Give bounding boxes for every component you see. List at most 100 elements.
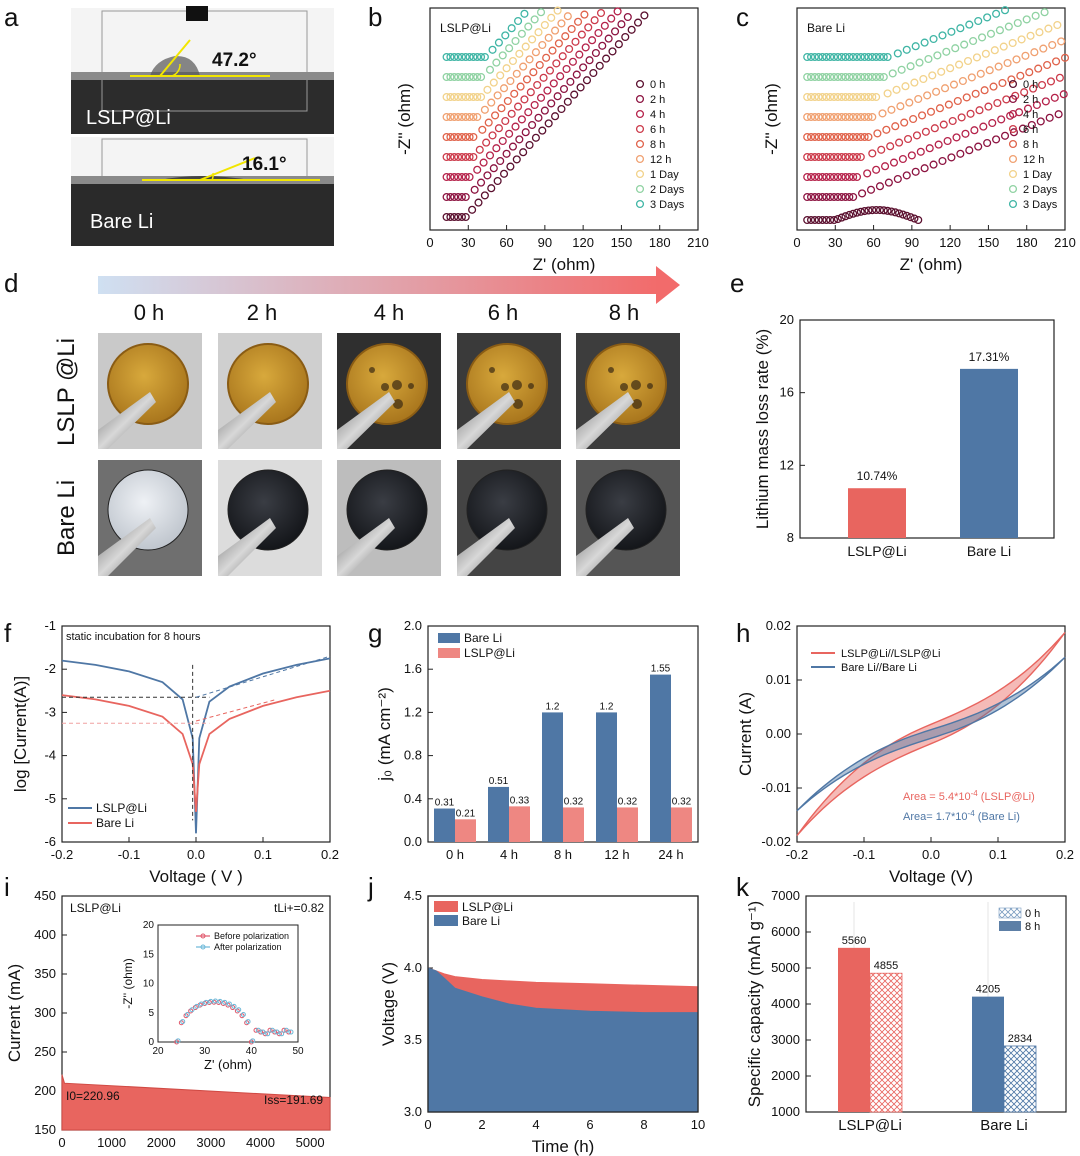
eis-point [499,84,509,93]
eis-point [538,40,547,50]
eis-point [442,52,451,62]
plot-frame [799,319,1055,539]
eis-point [473,92,482,102]
eis-point [483,85,492,94]
eis-point [977,33,987,42]
corrosion-spot [512,380,522,390]
eis-point [507,24,516,33]
eis-point [845,152,854,162]
eis-point [454,92,463,102]
eis-point [897,65,906,74]
eis-point [478,125,487,134]
y-tick-label: 250 [34,1044,56,1059]
eis-point [548,46,557,55]
eis-point [822,132,831,142]
legend-swatch [438,633,460,643]
eis-point [841,172,850,182]
bar [455,819,476,842]
eis-point [633,18,643,27]
eis-point [498,51,507,60]
eis-point [469,72,478,82]
eis-point [833,172,842,182]
eis-point [450,92,459,102]
legend-marker [635,199,645,209]
corrosion-spot [608,367,614,373]
eis-point [806,72,816,82]
eis-point [837,152,846,162]
eis-point [524,22,533,31]
panel-k-capacity: 7000 6000 5000 4000 3000 2000 1000 Specific cap… [745,888,1067,1134]
lithium-disc-bare [107,469,189,551]
x-tick-label: 180 [1016,235,1038,250]
eis-point [457,192,466,202]
eis-point [520,9,529,18]
eis-point [877,145,886,154]
inset-x-tick-label: 50 [292,1046,304,1057]
eis-point [852,172,862,182]
eis-point [454,152,463,162]
eis-point [814,112,823,122]
eis-point [810,92,819,102]
eis-point [860,132,869,142]
eis-point [829,152,839,162]
inset-y-tick-label: 5 [148,1008,154,1019]
legend-marker [635,184,645,194]
eis-point [920,164,929,173]
eis-point [465,132,474,142]
inset-y-tick-label: 15 [143,949,155,960]
x-tick-label: 30 [828,235,842,250]
eis-point [849,152,858,162]
eis-point [505,129,514,138]
x-axis-label: Z' (ohm) [900,255,963,274]
y-tick-label: 8 [787,530,794,545]
eis-point [1055,73,1064,82]
eis-point [849,192,858,202]
eis-point [492,58,501,67]
legend-marker [1008,124,1018,134]
legend-label: 1 Day [1023,169,1052,181]
eis-point [960,40,969,49]
eis-point [883,89,892,98]
eis-point [810,172,819,182]
eis-point [465,172,474,182]
eis-point [829,192,839,202]
eis-point [841,192,850,202]
legend-marker [1008,154,1018,164]
corrosion-spot [513,399,523,409]
eis-point [972,53,981,62]
eis-point [446,52,455,62]
eis-point [465,52,474,62]
x-tick-label: 4000 [246,1135,275,1150]
x-tick-label: 10 [691,1117,705,1132]
legend-swatch [438,648,460,658]
eis-point [591,48,600,58]
eis-point [469,112,478,122]
x-tick-label: 4 [532,1117,539,1132]
lithium-disc-bare [585,469,667,551]
eis-point [845,112,854,122]
eis-point [818,52,827,62]
legend-label: 6 h [1023,124,1038,136]
legend-label: 1 Day [650,169,679,181]
corrosion-spot [632,399,642,409]
eis-point [826,92,835,102]
eis-point [521,128,530,137]
eis-point [487,98,496,107]
x-tick-label: 0.2 [321,847,339,862]
eis-point [461,72,470,82]
eis-point [530,100,539,110]
eis-point [469,52,478,62]
eis-point [961,129,970,138]
eis-point [814,192,823,202]
panel-label-k: k [736,872,750,902]
eis-point [860,52,869,62]
eis-point [903,134,913,144]
bar-value-label: 10.74% [857,469,898,483]
panel-e-mass-loss: 8 12 16 20 Lithium mass loss rate (%) 10.74% L… [753,312,1055,559]
eis-point [596,8,606,18]
legend-label: 2 Days [1023,184,1058,196]
contact-angle-bottom: 16.1° [242,154,287,175]
legend-swatch [434,915,458,926]
corrosion-spot [528,383,534,389]
eis-point [969,36,978,46]
